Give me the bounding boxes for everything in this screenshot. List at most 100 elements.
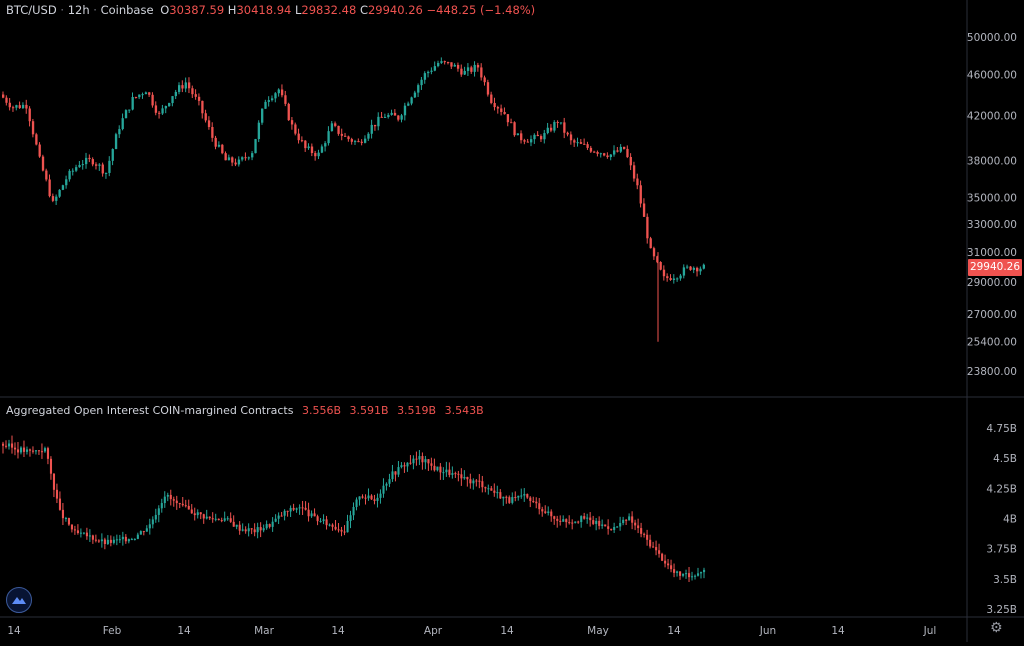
oi-candle-body [439, 466, 442, 473]
price-candle-body [114, 134, 118, 150]
oi-candle-body [304, 507, 307, 510]
gear-icon[interactable]: ⚙ [990, 620, 1003, 636]
price-tick-label: 27000.00 [967, 309, 1017, 321]
oi-candle-body [211, 518, 214, 520]
price-candle-body [28, 108, 31, 122]
price-candle-body [197, 96, 201, 101]
price-candle-body [520, 133, 523, 141]
time-tick-label: Jul [923, 625, 937, 637]
price-candle-body [686, 266, 689, 268]
oi-candle-body [631, 516, 634, 523]
price-candle-body [596, 152, 599, 154]
oi-candle-body [163, 496, 166, 504]
symbol-label[interactable]: BTC/USD [6, 3, 57, 17]
price-candle-body [45, 170, 48, 180]
oi-candle-body [637, 525, 640, 529]
oi-candle-body [436, 466, 439, 471]
time-tick-label: 14 [177, 625, 191, 637]
oi-candle-body [664, 560, 667, 564]
price-candle-body [546, 127, 549, 134]
open-value: 30387.59 [169, 3, 225, 17]
oi-candle-body [448, 469, 451, 475]
oi-candle-body [91, 535, 94, 540]
price-candle-body [446, 62, 450, 64]
oi-candle-body [88, 535, 91, 537]
price-candle-body [214, 137, 217, 147]
oi-candle-body [364, 497, 367, 499]
oi-candle-body [442, 472, 445, 474]
price-candle-body [81, 164, 85, 166]
indicator-close: 3.543B [444, 404, 484, 417]
oi-candle-body [652, 546, 655, 548]
oi-candle-body [100, 539, 103, 542]
oi-candle-body [592, 520, 595, 524]
interval-label[interactable]: 12h [67, 3, 90, 17]
price-candle-body [217, 144, 221, 147]
price-candle-body [144, 92, 148, 95]
oi-candle-body [523, 494, 526, 496]
price-candle-body [599, 153, 603, 155]
oi-candle-body [133, 538, 136, 540]
price-candle-body [380, 116, 383, 118]
time-tick-label: 14 [7, 625, 21, 637]
price-candle-body [201, 100, 204, 114]
price-candle-body [383, 116, 387, 118]
time-tick-label: 14 [831, 625, 845, 637]
price-candle-body [270, 98, 274, 101]
price-candle-body [25, 104, 28, 109]
oi-candle-body [10, 443, 14, 448]
oi-candle-body [136, 534, 139, 539]
oi-candle-body [676, 571, 679, 573]
oi-candle-body [94, 539, 97, 541]
oi-candle-body [145, 528, 148, 532]
oi-candle-body [256, 527, 259, 533]
oi-candle-body [109, 539, 112, 543]
price-candle-body [251, 153, 254, 158]
price-candle-body [662, 269, 666, 277]
price-candle-body [75, 167, 78, 171]
price-candle-body [154, 105, 158, 113]
symbol-legend: BTC/USD · 12h · Coinbase O30387.59 H3041… [6, 3, 536, 17]
price-candle-body [2, 94, 5, 98]
oi-candle-body [391, 471, 394, 480]
price-candle-body [320, 146, 324, 153]
oi-candle-body [250, 528, 253, 530]
price-candle-body [576, 142, 579, 144]
price-candle-body [347, 136, 350, 140]
oi-candle-body [601, 524, 604, 526]
price-candle-body [390, 112, 393, 115]
oi-candle-body [598, 520, 601, 526]
price-candle-body [466, 67, 470, 71]
price-candle-body [639, 185, 642, 204]
oi-candle-body [496, 492, 499, 494]
price-candle-body [377, 116, 380, 127]
oi-candle-body [187, 505, 190, 510]
tradingview-logo-icon[interactable] [6, 587, 32, 613]
oi-candle-body [424, 459, 427, 463]
indicator-title[interactable]: Aggregated Open Interest COIN-margined C… [6, 404, 294, 417]
price-candle-body [11, 107, 15, 109]
oi-candle-body [412, 458, 415, 464]
oi-candle-body [79, 532, 82, 534]
oi-candle-body [586, 517, 589, 519]
indicator-high: 3.591B [349, 404, 389, 417]
price-candle-body [134, 96, 138, 98]
oi-candle-body [82, 532, 85, 534]
oi-candle-body [499, 492, 502, 499]
oi-candle-body [238, 524, 241, 531]
price-candle-body [553, 121, 556, 131]
price-candle-body [264, 101, 267, 109]
price-candle-body [579, 142, 583, 144]
indicator-tick-label: 3.75B [986, 544, 1017, 556]
oi-candle-body [373, 499, 376, 501]
price-candle-body [350, 139, 354, 142]
oi-candle-body [175, 500, 178, 504]
oi-candle-body [556, 518, 559, 521]
price-candle-body [427, 71, 430, 74]
oi-candle-body [328, 524, 331, 526]
indicator-tick-label: 3.25B [986, 604, 1017, 616]
price-candle-body [237, 159, 241, 165]
oi-candle-body [625, 519, 628, 521]
